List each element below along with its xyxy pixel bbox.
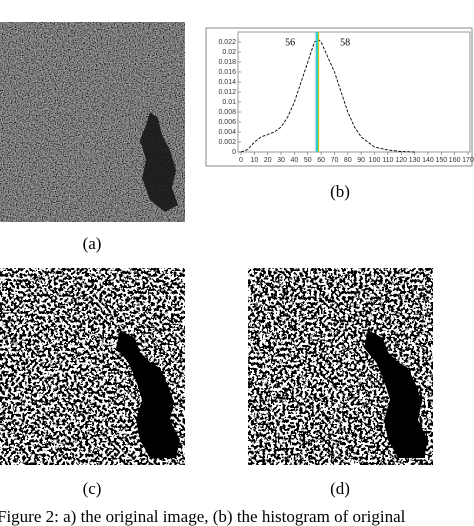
x-tick-label: 90 xyxy=(357,157,365,164)
x-tick-label: 160 xyxy=(449,157,461,164)
x-tick-label: 130 xyxy=(409,157,421,164)
y-tick-label: 0.014 xyxy=(218,79,236,86)
x-tick-label: 60 xyxy=(317,157,325,164)
x-tick-label: 80 xyxy=(344,157,352,164)
x-tick-label: 110 xyxy=(382,157,393,164)
panel-label: (d) xyxy=(330,479,350,498)
image-d xyxy=(248,268,433,465)
x-tick-label: 40 xyxy=(291,157,299,164)
y-tick-label: 0.016 xyxy=(218,69,236,76)
annotation: 56 xyxy=(285,37,295,48)
x-tick-label: 30 xyxy=(277,157,285,164)
x-tick-label: 170 xyxy=(462,157,474,164)
image-a xyxy=(0,22,185,222)
x-tick-label: 120 xyxy=(395,157,407,164)
x-tick-label: 20 xyxy=(264,157,272,164)
y-tick-label: 0.01 xyxy=(222,99,236,106)
x-tick-label: 70 xyxy=(331,157,339,164)
x-tick-label: 100 xyxy=(369,157,381,164)
y-tick-label: 0.012 xyxy=(218,89,236,96)
plot-area xyxy=(237,31,471,153)
y-tick-label: 0.018 xyxy=(218,59,236,66)
panel-label: (b) xyxy=(330,182,350,201)
threshold-line xyxy=(315,32,319,152)
y-tick-label: 0.006 xyxy=(218,119,236,126)
y-tick-label: 0.008 xyxy=(218,109,236,116)
x-tick-label: 50 xyxy=(304,157,312,164)
dark-region xyxy=(116,330,180,458)
y-tick-label: 0.02 xyxy=(222,49,236,56)
y-tick-label: 0.004 xyxy=(218,129,236,136)
panel-label: (c) xyxy=(83,479,102,498)
x-tick-label: 140 xyxy=(422,157,434,164)
caption: Figure 2: a) the original image, (b) the… xyxy=(0,507,406,526)
image-c xyxy=(0,268,185,465)
x-tick-label: 0 xyxy=(239,157,243,164)
panel-label: (a) xyxy=(83,234,102,253)
y-tick-label: 0.022 xyxy=(218,39,236,46)
histogram: 0 0.002 0.004 0.006 0.008 0.01 0.012 0.014 0.016… xyxy=(218,32,474,164)
y-tick-label: 0 xyxy=(232,149,236,156)
dark-region xyxy=(140,112,178,212)
y-tick-label: 0.002 xyxy=(218,139,236,146)
x-tick-label: 150 xyxy=(435,157,447,164)
dark-region xyxy=(364,330,428,458)
x-tick-label: 10 xyxy=(250,157,258,164)
annotation: 58 xyxy=(340,37,350,48)
